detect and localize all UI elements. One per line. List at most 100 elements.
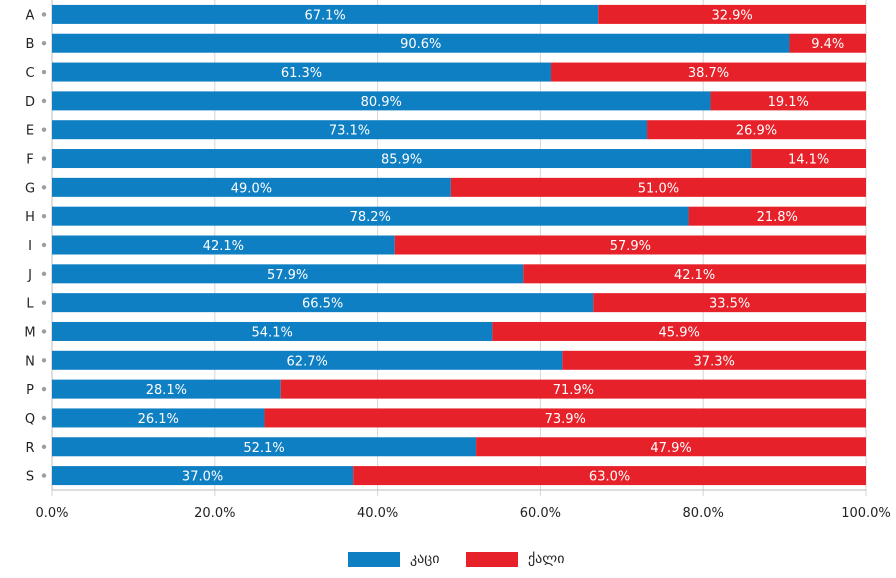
data-label-men: 37.0% (182, 470, 223, 485)
category-tick-dot (41, 12, 47, 17)
legend-swatch-women (466, 551, 518, 567)
category-tick-dot (41, 185, 47, 190)
bar-men (52, 149, 752, 169)
bar-men (52, 466, 354, 486)
category-tick-dot (41, 473, 47, 478)
bar-women (476, 437, 866, 457)
data-label-men: 62.7% (287, 354, 328, 369)
data-label-women: 42.1% (674, 268, 715, 283)
bar-men (52, 235, 395, 255)
stacked-bar-chart: 0.0% 20.0% 40.0% 60.0% 80.0% 100.0% A 67.1% 32.9… (24, 0, 891, 521)
bar-men (52, 91, 711, 111)
data-label-men: 26.1% (138, 412, 179, 427)
bar-women (562, 350, 866, 370)
data-label-women: 63.0% (589, 470, 630, 485)
data-label-men: 85.9% (381, 153, 422, 168)
category-label: C (25, 66, 34, 81)
bar-women (550, 62, 866, 82)
bar-men (52, 120, 648, 140)
legend-item-men: კაცი (348, 551, 440, 567)
category-tick-dot (41, 41, 47, 46)
category-label: I (28, 239, 32, 254)
bar-women (789, 33, 866, 53)
bar-women (394, 235, 866, 255)
data-label-men: 54.1% (252, 325, 293, 340)
legend-label-men: კაცი (410, 551, 440, 567)
bar-men (52, 62, 551, 82)
x-tick-label: 0.0% (35, 506, 68, 521)
data-label-women: 26.9% (736, 124, 777, 139)
category-label: F (26, 153, 33, 168)
data-label-women: 37.3% (694, 354, 735, 369)
category-label: S (26, 470, 34, 485)
bar-women (492, 321, 866, 341)
category-label: J (27, 268, 32, 283)
data-label-men: 78.2% (350, 210, 391, 225)
category-label: R (25, 441, 34, 456)
bar-women (450, 177, 866, 197)
bar-women (280, 379, 866, 399)
data-label-men: 80.9% (361, 95, 402, 110)
bar-women (751, 149, 866, 169)
category-tick-dot (41, 242, 47, 248)
data-label-women: 9.4% (811, 37, 844, 52)
category-label: B (26, 37, 35, 52)
data-label-men: 28.1% (146, 383, 187, 398)
category-label: M (24, 325, 35, 340)
bar-men (52, 33, 790, 53)
bar-women (598, 4, 866, 24)
data-label-women: 51.0% (638, 181, 679, 196)
category-tick-dot (41, 69, 47, 75)
bar-men (52, 206, 689, 226)
category-label: L (26, 297, 34, 312)
data-label-men: 49.0% (231, 181, 272, 196)
category-label: H (25, 210, 35, 225)
bar-women (710, 91, 866, 111)
data-label-women: 47.9% (650, 441, 691, 456)
data-label-women: 21.8% (757, 210, 798, 225)
category-tick-dot (41, 156, 47, 161)
bar-men (52, 437, 477, 457)
bar-women (593, 293, 866, 313)
bar-men (52, 293, 594, 313)
data-label-women: 14.1% (788, 153, 829, 168)
category-tick-dot (41, 329, 47, 334)
data-label-men: 67.1% (304, 8, 345, 23)
category-tick-dot (41, 98, 47, 104)
data-label-women: 71.9% (553, 383, 594, 398)
data-label-men: 42.1% (203, 239, 244, 254)
legend: კაცი ქალი (0, 545, 896, 575)
data-label-men: 57.9% (267, 268, 308, 283)
bar-men (52, 4, 599, 24)
category-tick-dot (41, 300, 47, 305)
data-label-women: 38.7% (688, 66, 729, 81)
category-label: D (25, 95, 35, 110)
bar-women (688, 206, 866, 226)
category-tick-dot (41, 271, 47, 277)
bar-men (52, 379, 281, 399)
data-label-women: 45.9% (659, 325, 700, 340)
legend-label-women: ქალი (528, 551, 565, 567)
category-label: G (25, 181, 35, 196)
bar-men (52, 264, 524, 284)
data-label-women: 57.9% (610, 239, 651, 254)
category-tick-dot (41, 213, 47, 219)
legend-item-women: ქალი (466, 551, 564, 567)
data-label-women: 73.9% (545, 412, 586, 427)
bar-women (353, 466, 866, 486)
bar-men (52, 350, 563, 370)
category-label: A (26, 8, 35, 23)
data-label-men: 52.1% (243, 441, 284, 456)
category-label: E (26, 124, 34, 139)
data-label-women: 32.9% (711, 8, 752, 23)
bar-men (52, 408, 265, 428)
data-label-women: 19.1% (768, 95, 809, 110)
x-tick-label: 40.0% (357, 506, 398, 521)
bar-women (523, 264, 866, 284)
x-tick-label: 60.0% (520, 506, 561, 521)
category-label: Q (25, 412, 35, 427)
data-label-women: 33.5% (709, 297, 750, 312)
x-tick-label: 80.0% (683, 506, 724, 521)
data-label-men: 61.3% (281, 66, 322, 81)
data-label-men: 90.6% (400, 37, 441, 52)
